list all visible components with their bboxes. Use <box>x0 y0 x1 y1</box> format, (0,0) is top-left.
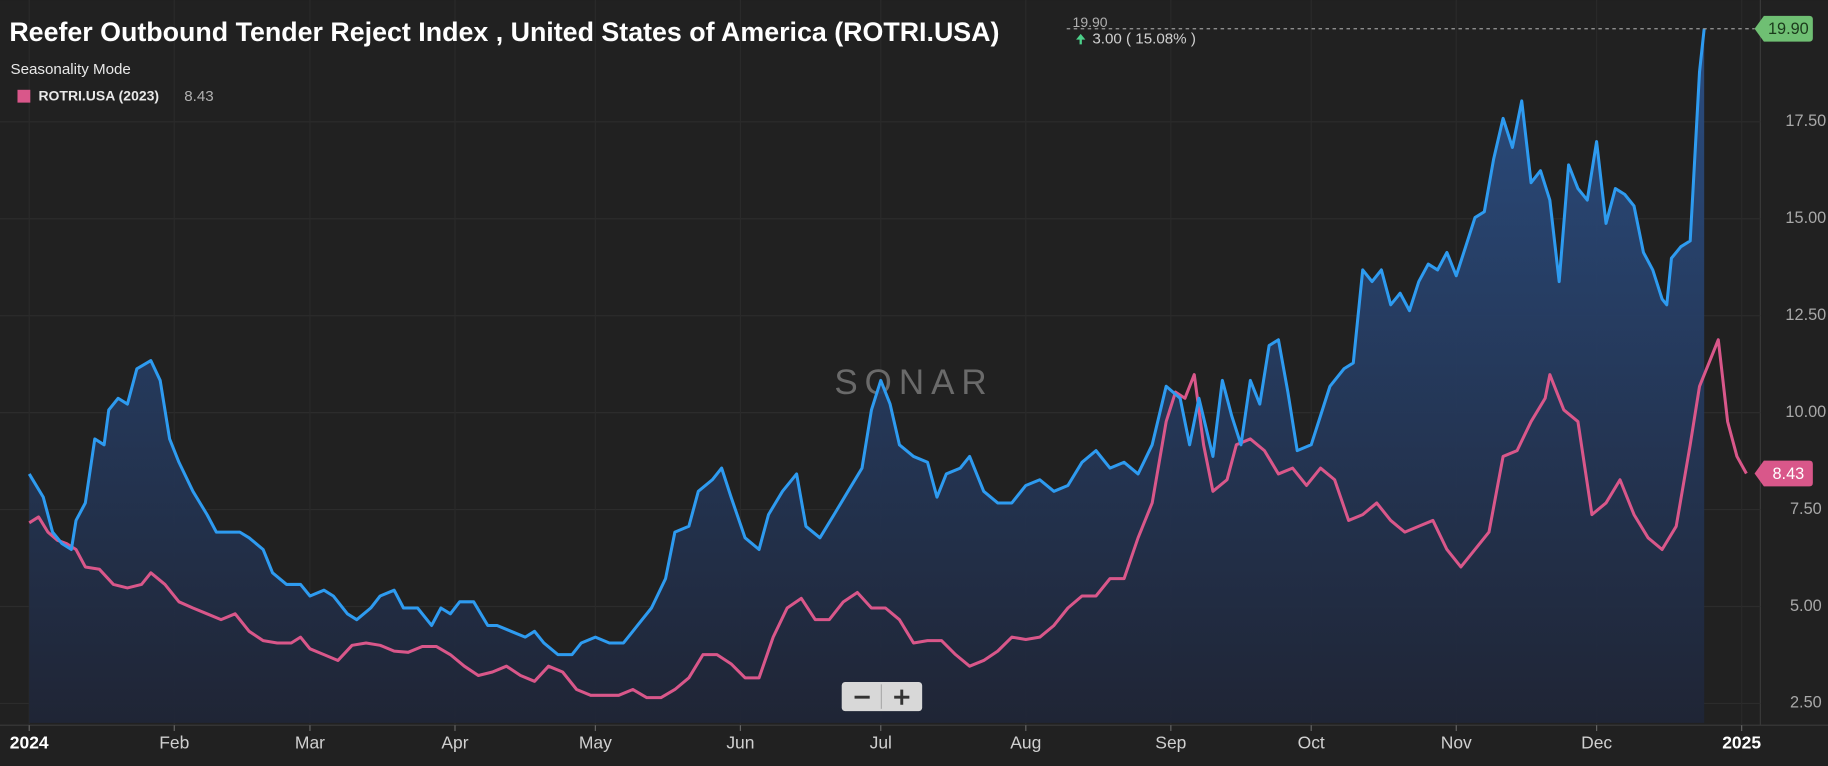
x-tick-label: Mar <box>295 732 325 752</box>
y-tick-label: 2.50 <box>1790 694 1822 712</box>
y-tick-label: 17.50 <box>1785 112 1826 130</box>
up-arrow <box>1076 33 1086 45</box>
x-tick-label: 2025 <box>1722 732 1761 752</box>
y-tick-label: 5.00 <box>1790 597 1822 615</box>
value-badge <box>1754 15 1813 42</box>
x-tick-label: May <box>579 732 612 752</box>
area-fill <box>29 28 1705 723</box>
current-value: 19.90 <box>1073 14 1108 30</box>
watermark: SONAR <box>834 363 993 402</box>
x-tick-label: Apr <box>441 732 468 752</box>
x-tick-label: Jul <box>870 732 892 752</box>
legend-label[interactable]: ROTRI.USA (2023) <box>38 87 159 103</box>
legend-swatch <box>17 89 31 103</box>
y-tick-label: 15.00 <box>1785 209 1826 227</box>
y-tick-label: 10.00 <box>1785 403 1826 421</box>
x-tick-label: Dec <box>1581 732 1612 752</box>
x-tick-label: Aug <box>1010 732 1041 752</box>
y-tick-label: 12.50 <box>1785 306 1826 324</box>
value-badge-label: 8.43 <box>1772 465 1804 483</box>
x-tick-label: 2024 <box>10 732 49 752</box>
value-badge-label: 19.90 <box>1768 20 1809 38</box>
change-label: 3.00 ( 15.08% ) <box>1092 31 1196 48</box>
series-line <box>28 338 1748 700</box>
x-tick-label: Nov <box>1441 732 1472 752</box>
x-tick-label: Jun <box>726 732 754 752</box>
series-line <box>27 28 1706 657</box>
y-tick-label: 7.50 <box>1790 500 1822 518</box>
x-tick-label: Feb <box>159 732 189 752</box>
chart-title: Reefer Outbound Tender Reject Index , Un… <box>9 17 999 47</box>
mode-label: Seasonality Mode <box>10 61 130 78</box>
x-tick-label: Oct <box>1298 732 1325 752</box>
x-tick-label: Sep <box>1155 732 1186 752</box>
value-badge <box>1754 460 1813 487</box>
zoom-controls <box>841 682 923 712</box>
legend-value: 8.43 <box>184 88 213 105</box>
